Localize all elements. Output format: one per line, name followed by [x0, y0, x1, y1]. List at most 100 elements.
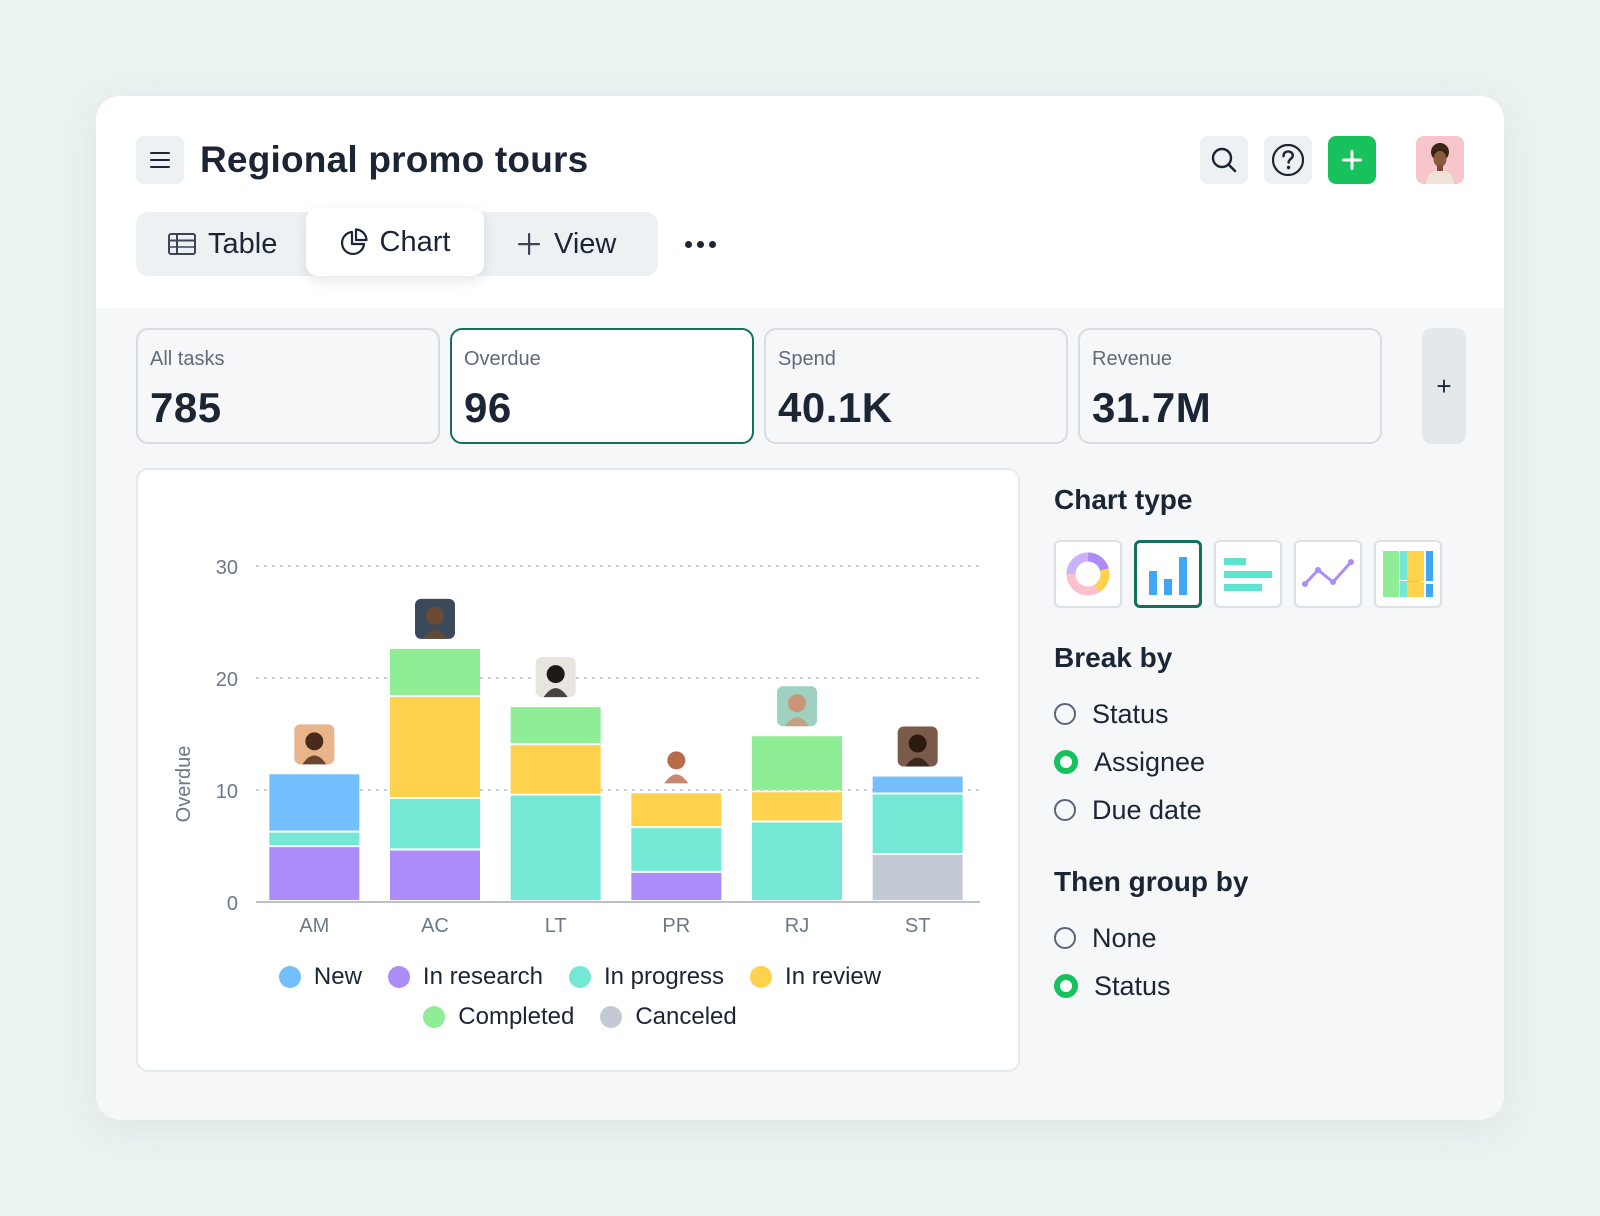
chart-type-donut[interactable]: [1054, 540, 1122, 608]
bar-segment: [269, 847, 360, 900]
legend-swatch: [278, 966, 301, 988]
avatar-image: [1416, 136, 1464, 184]
stat-value: 785: [150, 384, 222, 431]
view-tabs: Table Chart View: [136, 208, 658, 276]
treemap-chart-icon: [1383, 551, 1433, 597]
bar-segment: [872, 854, 963, 900]
horizontal-bar-chart-icon: [1224, 558, 1272, 591]
bar-segment: [752, 792, 842, 821]
group-by-status-radio[interactable]: Status: [1054, 971, 1171, 1001]
bar-segment: [390, 798, 480, 849]
bar-segment: [390, 648, 480, 696]
x-tick-label: PR: [662, 915, 690, 937]
legend-swatch: [387, 966, 410, 988]
stat-card-all-tasks[interactable]: All tasks 785: [136, 328, 440, 444]
user-avatar[interactable]: [1416, 136, 1464, 184]
chart-type-bar[interactable]: [1134, 540, 1202, 608]
tab-chart-label: Chart: [379, 225, 451, 258]
bar-segment: [872, 794, 963, 853]
tab-table[interactable]: Table: [168, 212, 277, 276]
x-tick-label: AM: [299, 915, 329, 937]
assignee-avatar-body: [785, 717, 809, 727]
stat-card-overdue[interactable]: Overdue 96: [450, 328, 754, 444]
y-axis-label: Overdue: [173, 746, 195, 823]
stat-card-spend[interactable]: Spend 40.1K: [764, 328, 1068, 444]
more-dot: [708, 240, 716, 248]
assignee-avatar-face: [546, 665, 565, 684]
bar-segment: [631, 872, 722, 900]
assignee-avatar-body: [905, 757, 930, 767]
legend-label: In review: [785, 963, 882, 990]
assignee-avatar-body: [423, 629, 447, 639]
group-by-heading: Then group by: [1054, 866, 1249, 897]
tab-chart[interactable]: Chart: [306, 208, 484, 276]
x-tick-label: RJ: [785, 915, 809, 937]
legend-swatch: [423, 1006, 446, 1028]
legend-label: Completed: [458, 1003, 575, 1030]
chart-type-horizontal-bar[interactable]: [1214, 540, 1282, 608]
legend-item[interactable]: Canceled: [600, 1003, 737, 1030]
stat-value: 96: [464, 384, 512, 431]
radio-label: Status: [1094, 970, 1171, 1001]
x-tick-label: LT: [545, 915, 567, 937]
table-icon: [168, 233, 196, 255]
stacked-bar-chart: 0 10 20 30 Overdue AM AC LT PR RJ ST: [173, 557, 980, 937]
legend-item[interactable]: In progress: [568, 963, 725, 990]
assignee-avatar-face: [426, 606, 444, 625]
bar-chart-icon: [1149, 557, 1187, 595]
assignee-avatar-body: [543, 688, 568, 698]
legend-item[interactable]: In review: [750, 963, 882, 990]
group-by-none-radio[interactable]: None: [1054, 923, 1157, 953]
stat-value: 31.7M: [1092, 384, 1212, 431]
legend-item[interactable]: Completed: [423, 1003, 575, 1030]
bar-segment: [510, 795, 601, 900]
tab-table-label: Table: [208, 227, 278, 260]
search-button[interactable]: [1200, 136, 1248, 184]
legend-label: In research: [422, 963, 543, 990]
stat-label: Spend: [778, 348, 836, 370]
assignee-avatar-face: [788, 694, 806, 713]
legend-label: New: [313, 963, 362, 990]
chart-type-treemap[interactable]: [1374, 540, 1442, 608]
legend-swatch: [600, 1006, 623, 1028]
break-by-due-date-radio[interactable]: Due date: [1054, 795, 1202, 825]
more-dot: [696, 240, 704, 248]
bar-segment: [390, 697, 480, 797]
radio-circle: [1054, 799, 1076, 821]
assignee-avatar-face: [305, 732, 324, 751]
chart-type-line[interactable]: [1294, 540, 1362, 608]
add-button[interactable]: [1328, 136, 1376, 184]
radio-circle: [1054, 927, 1076, 949]
plus-icon: [1342, 150, 1362, 170]
radio-circle-selected: [1054, 974, 1078, 998]
y-tick-label: 20: [216, 669, 238, 691]
header: Regional promo tours: [96, 96, 1504, 308]
tab-add-view[interactable]: View: [516, 212, 616, 276]
plus-icon: [516, 231, 542, 257]
add-stat-button[interactable]: +: [1422, 328, 1466, 444]
hamburger-icon: [150, 152, 170, 168]
legend-label: In progress: [603, 963, 725, 990]
help-button[interactable]: [1264, 136, 1312, 184]
x-tick-label: ST: [905, 915, 931, 937]
tab-view-label: View: [554, 227, 617, 260]
radio-label: None: [1092, 922, 1157, 953]
break-by-assignee-radio[interactable]: Assignee: [1054, 747, 1205, 777]
bar-segment: [872, 776, 963, 793]
x-tick-label: AC: [421, 915, 449, 937]
radio-circle: [1054, 703, 1076, 725]
legend-item[interactable]: In research: [387, 963, 543, 990]
break-by-status-radio[interactable]: Status: [1054, 699, 1169, 729]
line-chart-icon: [1302, 559, 1354, 587]
more-options-button[interactable]: [678, 224, 722, 264]
stat-card-revenue[interactable]: Revenue 31.7M: [1078, 328, 1382, 444]
y-tick-label: 0: [227, 893, 238, 915]
radio-label: Assignee: [1094, 746, 1206, 777]
y-tick-label: 30: [216, 557, 238, 579]
stat-value: 40.1K: [778, 384, 893, 431]
legend-label: Canceled: [635, 1003, 737, 1030]
help-icon: [1271, 143, 1305, 177]
menu-button[interactable]: [136, 136, 184, 184]
bar-segment: [510, 745, 601, 794]
legend-item[interactable]: New: [278, 963, 362, 990]
